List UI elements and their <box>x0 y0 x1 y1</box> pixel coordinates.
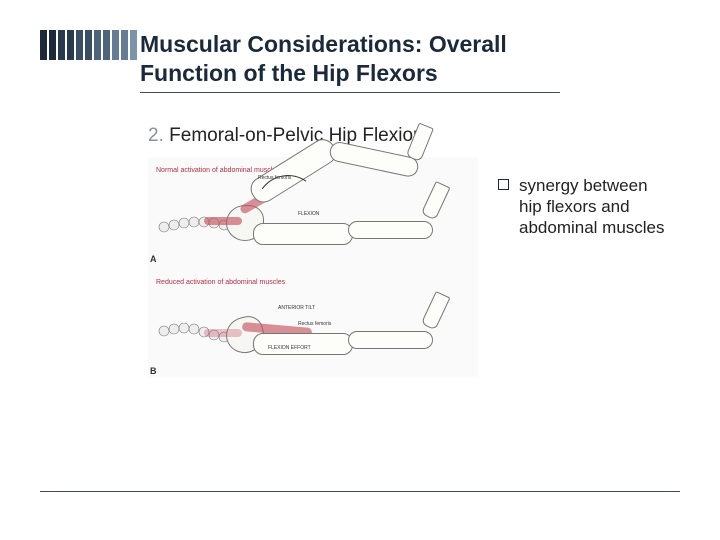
panel-b-caption: Reduced activation of abdominal muscles <box>156 279 285 286</box>
header-decor-bars <box>40 30 139 60</box>
panel-b-letter: B <box>150 366 157 376</box>
thigh-b <box>253 333 353 355</box>
resting-lowerleg-a <box>348 221 433 239</box>
bullet-item: synergy between hip flexors and abdomina… <box>498 175 668 239</box>
panel-a-letter: A <box>150 254 157 264</box>
anatomy-diagram: Normal activation of abdominal muscles <box>148 157 478 377</box>
panel-a-caption: Normal activation of abdominal muscles <box>156 167 280 174</box>
title-line1: Muscular Considerations: Overall <box>140 31 507 57</box>
flexion-label: FLEXION <box>298 211 319 217</box>
slide-title: Muscular Considerations: Overall Functio… <box>140 30 560 93</box>
title-block: Muscular Considerations: Overall Functio… <box>140 30 680 93</box>
list-number: 2. <box>148 125 164 146</box>
rectus-label-b: Rectus femoris <box>298 321 331 327</box>
footer-divider <box>40 491 680 492</box>
title-line2: Function of the Hip Flexors <box>140 60 438 86</box>
bullet-text: synergy between hip flexors and abdomina… <box>519 175 668 239</box>
effort-label: FLEXION EFFORT <box>268 345 311 351</box>
slide-container: Muscular Considerations: Overall Functio… <box>0 0 720 540</box>
diagram-panel-b: Reduced activation of abdominal muscles … <box>148 277 478 372</box>
list-text: Femoral-on-Pelvic Hip Flexion <box>169 125 423 146</box>
abdominal-muscle-b <box>204 329 242 337</box>
lowerleg-b <box>348 331 433 349</box>
bullet-box-icon <box>498 179 509 190</box>
resting-foot-a <box>421 180 451 219</box>
foot-b <box>421 290 451 329</box>
tilt-label: ANTERIOR TILT <box>278 305 315 311</box>
content-row: Normal activation of abdominal muscles <box>148 157 680 377</box>
diagram-panel-a: Normal activation of abdominal muscles <box>148 165 478 260</box>
bullet-area: synergy between hip flexors and abdomina… <box>498 157 668 239</box>
abdominal-muscle-a <box>204 217 242 225</box>
rectus-label-a: Rectus femoris <box>258 175 291 181</box>
